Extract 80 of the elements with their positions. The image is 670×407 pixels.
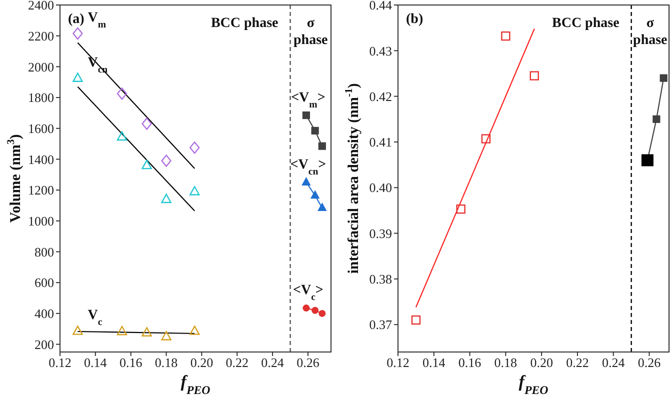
y-tick-label: 2400 bbox=[28, 0, 54, 13]
series-label: <V$_{m}$> bbox=[291, 90, 326, 110]
point bbox=[161, 194, 172, 204]
point bbox=[501, 31, 510, 41]
y-tick-label: 1400 bbox=[28, 152, 54, 167]
x-tick-label: 0.12 bbox=[48, 355, 72, 370]
point bbox=[302, 111, 310, 120]
y-tick-label: 200 bbox=[34, 336, 54, 352]
x-tick-label: 0.22 bbox=[566, 355, 589, 370]
y-tick-label: 400 bbox=[34, 306, 54, 322]
point bbox=[142, 118, 152, 130]
point bbox=[318, 142, 326, 150]
point bbox=[72, 27, 83, 40]
y-tick-label: 1200 bbox=[28, 182, 54, 198]
point bbox=[660, 74, 668, 82]
x-tick-label: 0.22 bbox=[226, 355, 248, 370]
point bbox=[190, 142, 200, 154]
x-tick-label: 0.14 bbox=[84, 355, 108, 370]
point bbox=[142, 327, 152, 336]
x-tick-label: 0.20 bbox=[190, 355, 214, 370]
point bbox=[72, 326, 83, 335]
point bbox=[190, 326, 200, 335]
x-tick-label: 0.18 bbox=[154, 355, 178, 370]
point bbox=[311, 126, 319, 134]
point bbox=[318, 203, 326, 211]
series-label: V$_{m}$ bbox=[88, 10, 106, 30]
x-tick-label: 0.16 bbox=[119, 355, 143, 370]
series-label: V$_{c}$ bbox=[88, 308, 103, 328]
y-tick-label: 0.37 bbox=[369, 317, 392, 332]
point bbox=[318, 310, 326, 317]
x-tick-label: 0.14 bbox=[422, 355, 446, 370]
x-tick-label: 0.24 bbox=[261, 355, 284, 370]
y-tick-label: 0.41 bbox=[369, 134, 392, 150]
point bbox=[302, 304, 310, 312]
point bbox=[312, 306, 319, 314]
x-tick-label: 0.26 bbox=[638, 355, 662, 370]
text: (b) bbox=[406, 12, 424, 27]
y-tick-label: 0.40 bbox=[369, 180, 392, 196]
point bbox=[161, 330, 172, 340]
x-axis-title: f$_{PEO}$ bbox=[180, 372, 211, 397]
y-tick-label: 0.44 bbox=[369, 0, 392, 13]
y-tick-label: 1800 bbox=[28, 90, 54, 106]
point bbox=[302, 178, 311, 186]
y-tick-label: 0.39 bbox=[369, 226, 392, 241]
annotation: σ phase bbox=[633, 16, 668, 48]
point bbox=[481, 134, 491, 144]
annotation: σ phase bbox=[294, 16, 328, 48]
y-tick-label: 0.43 bbox=[369, 43, 392, 58]
text: (a) bbox=[68, 12, 85, 27]
point bbox=[116, 88, 128, 100]
annotation: BCC phase bbox=[552, 16, 620, 31]
x-tick-label: 0.12 bbox=[386, 355, 410, 370]
point bbox=[411, 315, 421, 325]
point bbox=[652, 115, 660, 123]
y-tick-label: 1600 bbox=[28, 120, 54, 136]
x-tick-label: 0.24 bbox=[602, 355, 626, 370]
x-tick-label: 0.20 bbox=[530, 355, 553, 370]
y-tick-label: 2200 bbox=[28, 28, 54, 44]
x-tick-label: 0.16 bbox=[458, 355, 482, 370]
x-tick-label: 0.26 bbox=[296, 355, 320, 370]
point bbox=[190, 186, 200, 196]
y-tick-label: 800 bbox=[34, 244, 54, 260]
point bbox=[530, 71, 539, 80]
point bbox=[116, 326, 128, 336]
y-tick-label: 600 bbox=[34, 275, 54, 290]
point bbox=[72, 72, 83, 82]
point bbox=[116, 131, 128, 141]
point bbox=[310, 190, 320, 199]
point bbox=[142, 160, 152, 170]
x-axis-title: f$_{PEO}$ bbox=[518, 372, 549, 397]
series-label: <V$_{c}$> bbox=[292, 283, 324, 303]
series-label: <V$_{cn}$> bbox=[290, 157, 326, 177]
y-tick-label: 0.42 bbox=[369, 88, 392, 104]
annotation: BCC phase bbox=[210, 16, 278, 31]
point bbox=[456, 204, 466, 214]
y-tick-label: 1000 bbox=[28, 214, 54, 229]
y-tick-label: 0.38 bbox=[369, 272, 392, 287]
point bbox=[161, 154, 172, 167]
x-tick-label: 0.18 bbox=[494, 355, 518, 370]
y-tick-label: 2000 bbox=[28, 59, 54, 74]
